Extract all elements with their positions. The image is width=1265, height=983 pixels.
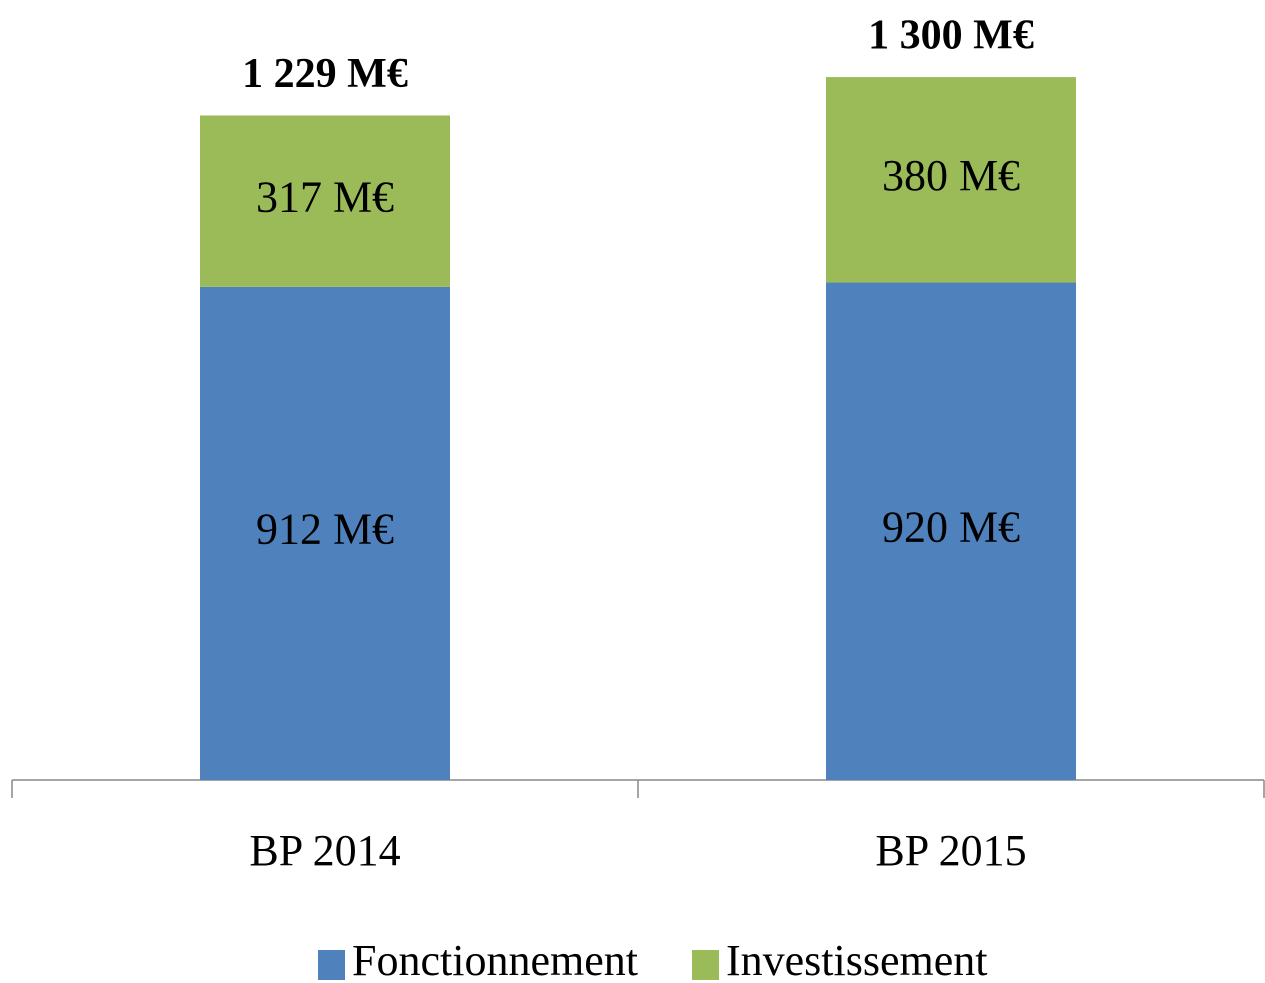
data-label: 912 M€: [256, 505, 394, 554]
data-label: 380 M€: [882, 151, 1020, 200]
legend-swatch: [318, 950, 345, 980]
total-label: 1 229 M€: [242, 51, 408, 97]
bar-segment: [200, 286, 450, 780]
legend-label: Investissement: [726, 936, 988, 983]
bar-segment: [826, 282, 1076, 780]
total-label: 1 300 M€: [868, 13, 1034, 59]
bar-segment: [200, 115, 450, 287]
x-tick-label: BP 2014: [249, 826, 400, 875]
legend-label: Fonctionnement: [352, 936, 638, 983]
bar-segment: [826, 77, 1076, 283]
legend-swatch: [692, 950, 719, 980]
x-tick-label: BP 2015: [875, 826, 1026, 875]
data-label: 317 M€: [256, 172, 394, 221]
data-label: 920 M€: [882, 502, 1020, 551]
